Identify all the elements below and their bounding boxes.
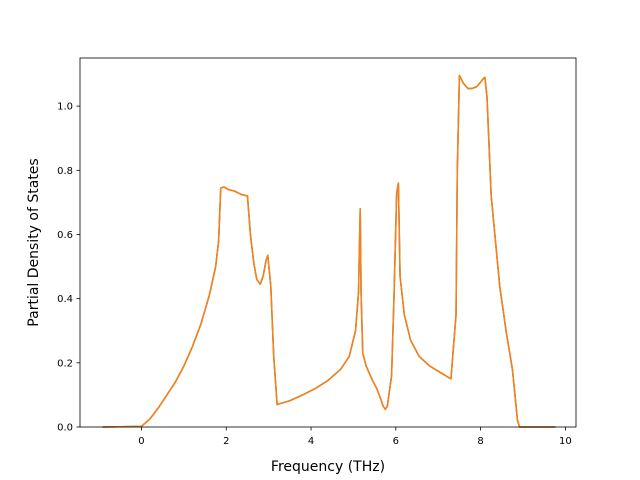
axes-frame <box>79 57 577 428</box>
x-tick-label: 4 <box>308 436 314 447</box>
plot-area <box>80 58 576 427</box>
x-tick-label: 6 <box>393 436 399 447</box>
y-tick-label: 0.8 <box>57 166 73 177</box>
x-tick-label: 10 <box>559 436 572 447</box>
series-line-2 <box>102 74 556 428</box>
y-axis-ticks: 0.0 0.2 0.4 0.6 0.8 1.0 <box>57 102 80 434</box>
y-axis-label: Partial Density of States <box>26 158 42 326</box>
x-axis-label: Frequency (THz) <box>271 459 385 475</box>
y-tick-label: 1.0 <box>57 102 73 113</box>
x-tick-label: 2 <box>223 436 229 447</box>
y-tick-label: 0.4 <box>57 294 73 305</box>
x-tick-label: 0 <box>138 436 144 447</box>
y-tick-label: 0.6 <box>57 230 73 241</box>
y-tick-label: 0.0 <box>57 423 73 434</box>
x-tick-label: 8 <box>477 436 483 447</box>
x-axis-ticks: 0 2 4 6 8 10 <box>138 427 572 447</box>
series-layer <box>102 74 556 428</box>
y-tick-label: 0.2 <box>57 358 73 369</box>
